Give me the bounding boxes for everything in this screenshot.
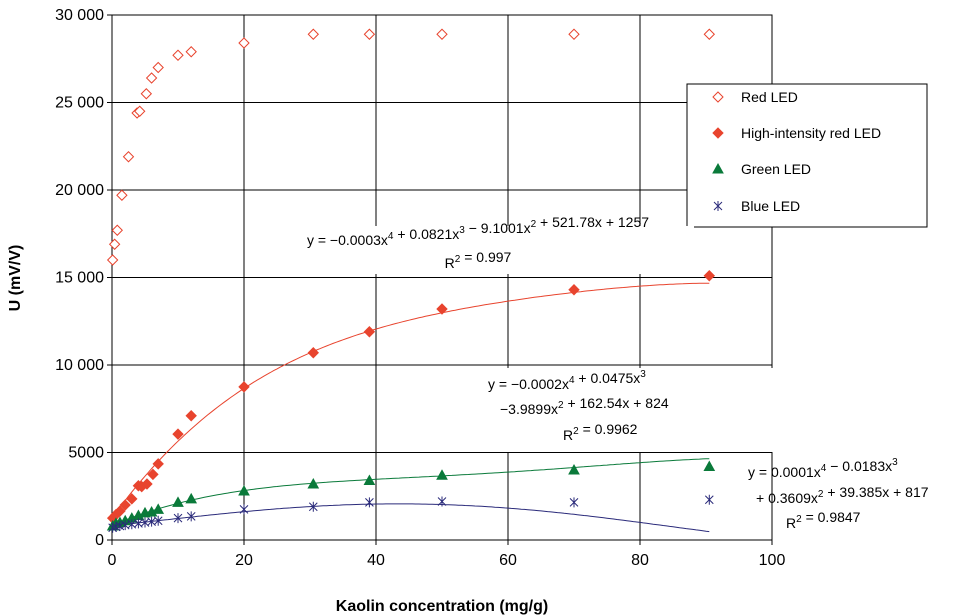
data-point-series-2 — [172, 496, 184, 507]
data-point-series-1 — [147, 468, 159, 481]
data-point-series-0 — [122, 151, 135, 163]
data-point-series-3 — [569, 497, 579, 508]
data-point-series-1 — [568, 284, 580, 296]
data-point-series-1 — [436, 303, 448, 315]
data-point-series-0 — [568, 28, 580, 40]
x-tick-label: 100 — [759, 552, 786, 569]
y-tick-label: 20 000 — [55, 182, 104, 199]
data-point-series-3 — [704, 494, 714, 505]
data-point-series-0 — [106, 254, 119, 266]
data-point-series-2 — [568, 463, 580, 475]
data-point-series-0 — [116, 189, 128, 201]
legend-markers — [712, 91, 724, 211]
data-point-series-2 — [363, 474, 376, 485]
equation-green-line-1: y = −0.0002x4 + 0.0475x3 — [488, 369, 646, 392]
data-point-series-0 — [238, 37, 250, 49]
y-tick-label: 25 000 — [55, 95, 104, 112]
data-point-series-0 — [703, 28, 716, 40]
equation-green-line-2: −3.9899x2 + 162.54x + 824 — [500, 395, 669, 417]
data-point-series-3 — [437, 496, 447, 507]
data-point-series-0 — [307, 28, 320, 40]
data-point-series-2 — [185, 492, 198, 504]
data-point-series-3 — [186, 511, 196, 522]
legend-marker-3 — [713, 201, 723, 211]
x-tick-label: 20 — [235, 552, 253, 569]
data-point-series-0 — [134, 105, 146, 117]
data-point-series-1 — [703, 270, 716, 282]
legend: Red LED High-intensity red LED Green LED… — [686, 83, 928, 228]
y-tick-label: 10 000 — [55, 357, 104, 374]
data-point-series-0 — [140, 88, 153, 100]
x-tick-label: 0 — [108, 552, 117, 569]
fit-curve — [111, 458, 710, 527]
data-point-series-3 — [308, 501, 318, 512]
data-point-series-1 — [172, 428, 184, 440]
data-point-series-0 — [111, 224, 123, 236]
equations: y = −0.0003x4 + 0.0821x3 − 9.1001x2 + 52… — [307, 214, 929, 531]
data-point-series-1 — [114, 505, 126, 517]
data-point-series-3 — [173, 513, 183, 524]
data-point-series-1 — [126, 493, 138, 505]
data-point-series-3 — [153, 515, 163, 526]
fit-curve — [111, 503, 710, 533]
legend-marker-0 — [712, 91, 724, 103]
fit-curve — [111, 282, 710, 519]
data-point-series-1 — [307, 347, 320, 359]
legend-box — [686, 83, 928, 228]
x-tick-label: 60 — [499, 552, 517, 569]
x-tick-label: 40 — [367, 552, 385, 569]
data-point-series-2 — [703, 460, 716, 471]
data-point-series-0 — [108, 238, 121, 250]
data-point-series-1 — [238, 381, 250, 393]
data-point-series-2 — [152, 503, 165, 514]
equation-green-line-3: R2 = 0.9962 — [563, 421, 638, 443]
data-point-series-0 — [172, 49, 184, 61]
y-axis-title: U (mV/V) — [7, 245, 24, 312]
legend-marker-2 — [712, 162, 724, 174]
y-tick-label: 15 000 — [55, 270, 104, 287]
equation-red-line-1: y = −0.0003x4 + 0.0821x3 − 9.1001x2 + 52… — [307, 214, 649, 248]
equation-blue-line-2: + 0.3609x2 + 39.385x + 817 — [756, 484, 929, 506]
legend-label-blue-led: Blue LED — [741, 198, 800, 214]
equation-box-bg-green — [483, 368, 773, 452]
y-tick-label: 30 000 — [55, 7, 104, 24]
data-point-series-1 — [185, 410, 197, 422]
legend-marker-1 — [712, 127, 724, 139]
equation-red-line-2: R2 = 0.997 — [445, 249, 512, 271]
x-axis-tick-labels: 0 20 40 60 80 100 — [108, 540, 786, 569]
x-tick-label: 80 — [631, 552, 649, 569]
fit-curves — [111, 282, 710, 533]
y-axis-tick-labels: 0 5000 10 000 15 000 20 000 25 000 30 000 — [55, 7, 112, 549]
data-point-series-0 — [185, 46, 197, 58]
data-points — [106, 28, 716, 533]
equation-blue-line-1: y = 0.0001x4 − 0.0183x3 — [748, 457, 898, 480]
data-point-series-3 — [115, 521, 125, 531]
x-axis-title: Kaolin concentration (mg/g) — [336, 598, 548, 615]
data-point-series-1 — [141, 478, 153, 490]
data-point-series-0 — [363, 28, 376, 40]
data-point-series-0 — [436, 28, 448, 40]
legend-label-green-led: Green LED — [741, 161, 811, 177]
legend-label-high-intensity-red-led: High-intensity red LED — [741, 125, 881, 141]
data-point-series-1 — [363, 326, 376, 338]
y-tick-label: 0 — [95, 532, 104, 549]
data-point-series-0 — [152, 61, 164, 74]
data-point-series-3 — [108, 522, 118, 533]
data-point-series-0 — [145, 72, 158, 84]
data-point-series-2 — [238, 484, 250, 496]
legend-label-red-led: Red LED — [741, 89, 798, 105]
data-point-series-1 — [119, 499, 131, 511]
data-point-series-1 — [152, 458, 164, 470]
equation-blue-line-3: R2 = 0.9847 — [786, 509, 861, 531]
equation-box-bg-red — [258, 226, 694, 274]
data-point-series-2 — [307, 477, 320, 489]
data-point-series-2 — [436, 469, 448, 480]
data-point-series-3 — [239, 504, 249, 515]
data-point-series-3 — [365, 497, 374, 508]
y-tick-label: 5000 — [68, 445, 104, 462]
